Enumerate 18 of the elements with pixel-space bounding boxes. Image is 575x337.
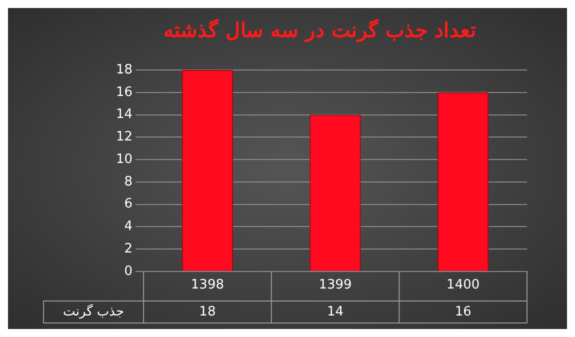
text: جذب گرنت [63,303,124,320]
y-tick-label: 14 [116,107,133,122]
y-tick-label: 2 [124,241,133,256]
y-tick-label: 18 [116,62,133,78]
y-tick-label: 8 [124,174,133,190]
y-tick-label: 6 [124,196,133,212]
y-tick-label: 4 [124,219,133,234]
y-tick-label: 10 [116,152,133,167]
data-label: 16 [454,304,472,320]
data-label: 14 [327,304,344,320]
data-label: 18 [199,304,216,320]
x-tick-label: 1398 [190,278,224,293]
y-tick-label: 0 [124,264,133,279]
y-tick-label: 12 [116,130,133,145]
x-tick-label: 1399 [318,278,352,293]
chart-title: تعداد جذب گرنت در سه سال گذشته [164,18,476,44]
x-tick-label: 1400 [446,278,480,293]
y-tick-label: 16 [116,84,133,100]
